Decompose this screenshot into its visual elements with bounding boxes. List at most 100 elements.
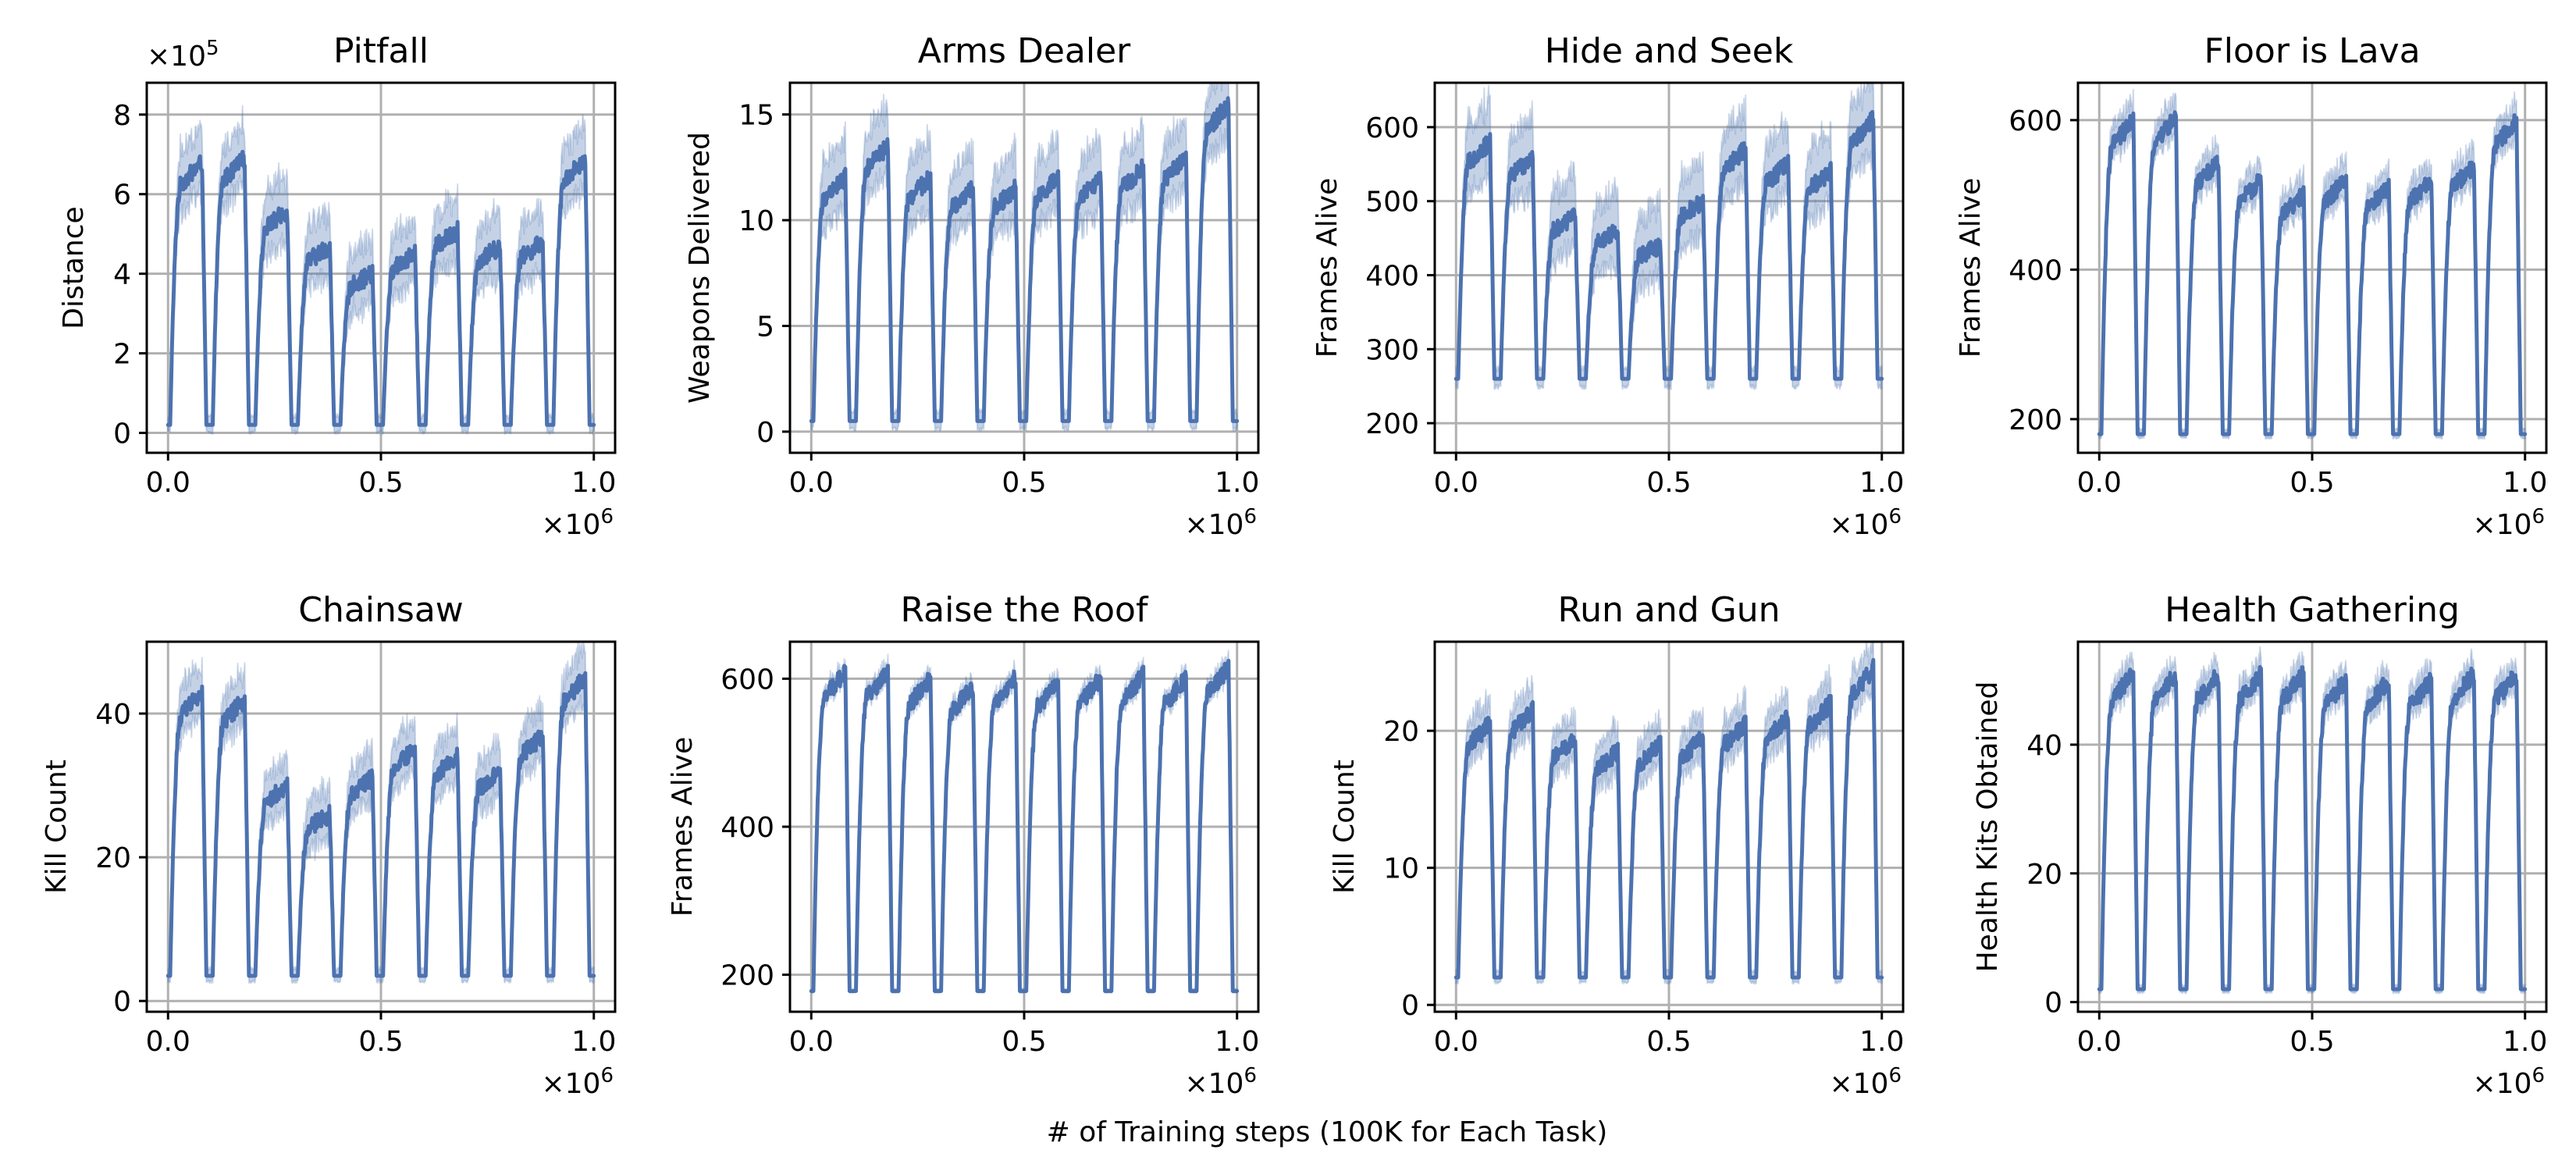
y-tick-label: 600: [720, 664, 774, 696]
x-tick-label: 0.5: [358, 467, 403, 499]
x-tick-label: 0.0: [1434, 1026, 1478, 1058]
subplot-2: 0.0 0.5 1.0 0 5 10 15 ×106 Arms Dealer Weapons De…: [684, 31, 1260, 541]
y-tick-label: 300: [1365, 334, 1419, 366]
y-tick-label: 40: [95, 699, 131, 731]
series-layer: [809, 650, 1240, 995]
x-tick-label: 1.0: [1215, 467, 1259, 499]
subplot-3: 0.0 0.5 1.0 200 300 400 500 600 ×106 Hide and See…: [1311, 31, 1905, 541]
y-axis-label: Distance: [58, 206, 90, 329]
y-tick-label: 400: [1365, 260, 1419, 292]
x-tick-label: 0.5: [1002, 1026, 1046, 1058]
x-tick-label: 1.0: [571, 467, 616, 499]
series-line: [165, 149, 596, 427]
series-line: [809, 658, 1240, 993]
x-tick-label: 1.0: [1215, 1026, 1259, 1058]
y-tick-label: 4: [113, 259, 131, 291]
series-layer: [809, 83, 1240, 432]
y-axis-label: Frames Alive: [1311, 178, 1343, 358]
x-tick-label: 1.0: [2503, 467, 2547, 499]
x-tick-label: 0.0: [146, 1026, 190, 1058]
y-tick-label: 400: [720, 812, 774, 844]
series-layer: [165, 105, 596, 436]
y-tick-label: 20: [2026, 859, 2062, 891]
x-tick-label: 1.0: [571, 1026, 616, 1058]
confidence-band: [167, 642, 595, 984]
y-tick-label: 0: [756, 417, 774, 449]
x-offset-label: ×106: [541, 1064, 614, 1100]
y-tick-label: 20: [95, 842, 131, 874]
y-tick-label: 0: [2044, 988, 2062, 1020]
x-tick-label: 0.0: [2077, 467, 2122, 499]
y-tick-label: 200: [1365, 408, 1419, 440]
y-axis-label: Frames Alive: [1955, 178, 1987, 358]
x-tick-label: 0.5: [358, 1026, 403, 1058]
x-tick-label: 0.5: [2290, 1026, 2334, 1058]
x-tick-label: 0.5: [1002, 467, 1046, 499]
y-axis-label: Health Kits Obtained: [1972, 682, 2004, 973]
subplot-8: 0.0 0.5 1.0 0 20 40 ×106 Health Gathering Health…: [1972, 590, 2548, 1100]
y-tick-label: 500: [1365, 187, 1419, 219]
x-tick-label: 1.0: [2503, 1026, 2547, 1058]
x-tick-label: 0.0: [1434, 467, 1478, 499]
subplot-4: 0.0 0.5 1.0 200 400 600 ×106 Floor is Lava Frame…: [1955, 31, 2548, 541]
x-tick-label: 1.0: [1859, 467, 1904, 499]
y-tick-label: 8: [113, 100, 131, 132]
subplot-title: Chainsaw: [298, 590, 464, 630]
y-tick-label: 10: [738, 205, 774, 237]
y-tick-label: 0: [113, 986, 131, 1018]
y-axis-label: Weapons Delivered: [684, 132, 716, 404]
y-tick-label: 20: [1383, 716, 1419, 748]
figure-xlabel: # of Training steps (100K for Each Task): [1047, 1116, 1608, 1148]
y-axis-label: Frames Alive: [667, 737, 699, 917]
subplot-title: Hide and Seek: [1545, 31, 1794, 71]
series-layer: [2097, 88, 2528, 440]
y-tick-label: 600: [1365, 112, 1419, 144]
subplot-6: 0.0 0.5 1.0 200 400 600 ×106 Raise the Roof Fram…: [667, 590, 1260, 1100]
subplot-title: Pitfall: [333, 31, 429, 71]
series-line: [2097, 110, 2528, 436]
subplot-title: Run and Gun: [1558, 590, 1781, 630]
x-offset-label: ×106: [541, 505, 614, 541]
y-tick-label: 5: [756, 311, 774, 343]
x-tick-label: 0.5: [2290, 467, 2334, 499]
series-line: [1453, 657, 1884, 980]
subplot-title: Health Gathering: [2165, 590, 2460, 630]
x-tick-label: 0.0: [789, 467, 834, 499]
y-tick-label: 200: [720, 960, 774, 992]
series-line: [1453, 109, 1884, 381]
confidence-band: [1455, 83, 1883, 390]
y-axis-label: Kill Count: [1329, 760, 1361, 894]
series-layer: [1453, 642, 1884, 985]
x-offset-label: ×106: [1184, 505, 1257, 541]
series-line: [809, 96, 1240, 423]
y-tick-label: 10: [1383, 853, 1419, 885]
series-line: [165, 671, 596, 978]
x-offset-label: ×106: [1184, 1064, 1257, 1100]
x-offset-label: ×106: [2472, 505, 2545, 541]
subplot-title: Arms Dealer: [918, 31, 1131, 71]
y-tick-label: 2: [113, 339, 131, 371]
subplot-5: 0.0 0.5 1.0 0 20 40 ×106 Chainsaw Kill Count: [41, 590, 617, 1100]
subplot-7: 0.0 0.5 1.0 0 10 20 ×106 Run and Gun Kill Count: [1329, 590, 1905, 1100]
x-tick-label: 0.0: [2077, 1026, 2122, 1058]
series-layer: [1453, 83, 1884, 390]
y-tick-label: 40: [2026, 730, 2062, 762]
series-layer: [165, 642, 596, 984]
x-tick-label: 1.0: [1859, 1026, 1904, 1058]
x-tick-label: 0.5: [1646, 467, 1691, 499]
y-tick-label: 400: [2008, 254, 2062, 287]
x-offset-label: ×106: [2472, 1064, 2545, 1100]
y-axis-label: Kill Count: [41, 760, 73, 894]
series-line: [2097, 664, 2528, 991]
confidence-band: [167, 105, 595, 436]
y-offset-label: ×105: [147, 37, 219, 73]
series-layer: [2097, 646, 2528, 995]
y-tick-label: 0: [1401, 990, 1419, 1022]
subplot-1: 0.0 0.5 1.0 0 2 4 6 8 ×106 ×105 Pitfall Distance: [58, 31, 617, 541]
x-offset-label: ×106: [1829, 505, 1902, 541]
x-offset-label: ×106: [1829, 1064, 1902, 1100]
x-tick-label: 0.0: [146, 467, 190, 499]
x-tick-label: 0.5: [1646, 1026, 1691, 1058]
